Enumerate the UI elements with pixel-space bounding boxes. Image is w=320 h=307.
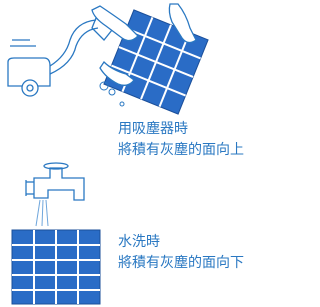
- caption-line: 水洗時: [118, 232, 244, 253]
- water: [36, 200, 48, 226]
- page: 用吸塵器時 將積有灰塵的面向上 水洗時 將積有灰塵的面向下: [0, 0, 295, 307]
- caption-line: 將積有灰塵的面向下: [118, 253, 244, 274]
- caption-line: 用吸塵器時: [118, 119, 244, 140]
- vacuum-illustration: [8, 18, 112, 96]
- caption-wash: 水洗時 將積有灰塵的面向下: [118, 232, 244, 274]
- caption-line: 將積有灰塵的面向上: [118, 140, 244, 161]
- faucet: [26, 163, 84, 200]
- caption-vacuum: 用吸塵器時 將積有灰塵的面向上: [118, 119, 244, 161]
- filter-flat: [12, 230, 100, 304]
